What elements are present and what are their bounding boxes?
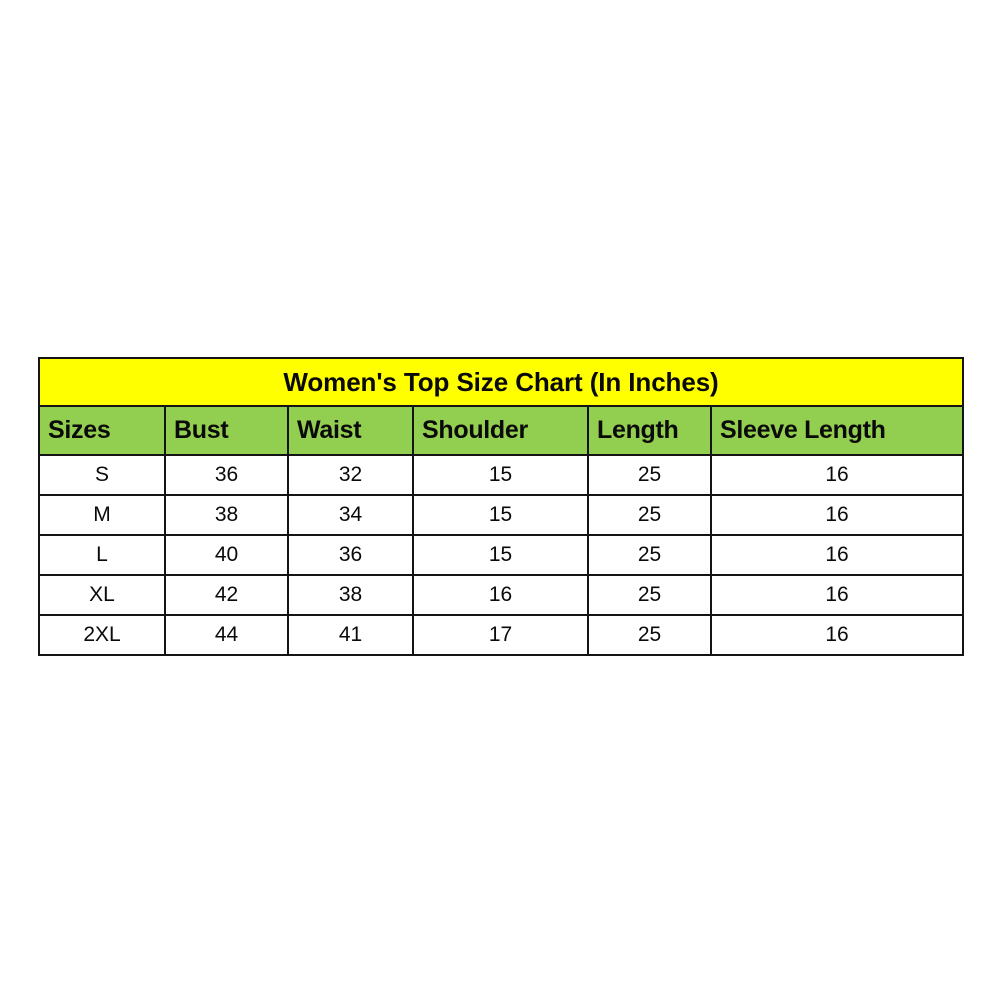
cell-sleeve: 16	[709, 574, 965, 616]
size-chart-table: Women's Top Size Chart (In Inches) Sizes…	[37, 357, 965, 656]
cell-sleeve: 16	[709, 614, 965, 656]
chart-title: Women's Top Size Chart (In Inches)	[37, 357, 965, 407]
cell-length: 25	[587, 614, 712, 656]
column-header-shoulder: Shoulder	[412, 405, 589, 456]
cell-size: L	[38, 534, 166, 576]
cell-shoulder: 15	[412, 494, 589, 536]
cell-sleeve: 16	[709, 454, 965, 496]
cell-waist: 36	[287, 534, 414, 576]
table-row: L 40 36 15 25 16	[38, 534, 965, 576]
column-header-sleeve: Sleeve Length	[709, 405, 965, 456]
cell-bust: 36	[164, 454, 289, 496]
table-row: M 38 34 15 25 16	[38, 494, 965, 536]
cell-shoulder: 15	[412, 534, 589, 576]
size-chart-container: Women's Top Size Chart (In Inches) Sizes…	[37, 357, 965, 656]
column-header-bust: Bust	[164, 405, 289, 456]
cell-size: 2XL	[38, 614, 166, 656]
cell-size: XL	[38, 574, 166, 616]
cell-sleeve: 16	[709, 534, 965, 576]
column-header-length: Length	[587, 405, 712, 456]
cell-sleeve: 16	[709, 494, 965, 536]
cell-size: M	[38, 494, 166, 536]
table-row: XL 42 38 16 25 16	[38, 574, 965, 616]
cell-shoulder: 15	[412, 454, 589, 496]
cell-waist: 34	[287, 494, 414, 536]
cell-waist: 38	[287, 574, 414, 616]
cell-waist: 32	[287, 454, 414, 496]
table-row: S 36 32 15 25 16	[38, 454, 965, 496]
table-row: 2XL 44 41 17 25 16	[38, 614, 965, 656]
cell-length: 25	[587, 494, 712, 536]
cell-length: 25	[587, 534, 712, 576]
cell-bust: 42	[164, 574, 289, 616]
cell-length: 25	[587, 574, 712, 616]
cell-waist: 41	[287, 614, 414, 656]
cell-bust: 40	[164, 534, 289, 576]
cell-bust: 44	[164, 614, 289, 656]
cell-bust: 38	[164, 494, 289, 536]
table-header-row: Sizes Bust Waist Shoulder Length Sleeve …	[38, 405, 965, 456]
cell-size: S	[38, 454, 166, 496]
cell-shoulder: 17	[412, 614, 589, 656]
chart-title-row: Women's Top Size Chart (In Inches)	[37, 357, 965, 407]
cell-length: 25	[587, 454, 712, 496]
column-header-sizes: Sizes	[38, 405, 166, 456]
column-header-waist: Waist	[287, 405, 414, 456]
cell-shoulder: 16	[412, 574, 589, 616]
